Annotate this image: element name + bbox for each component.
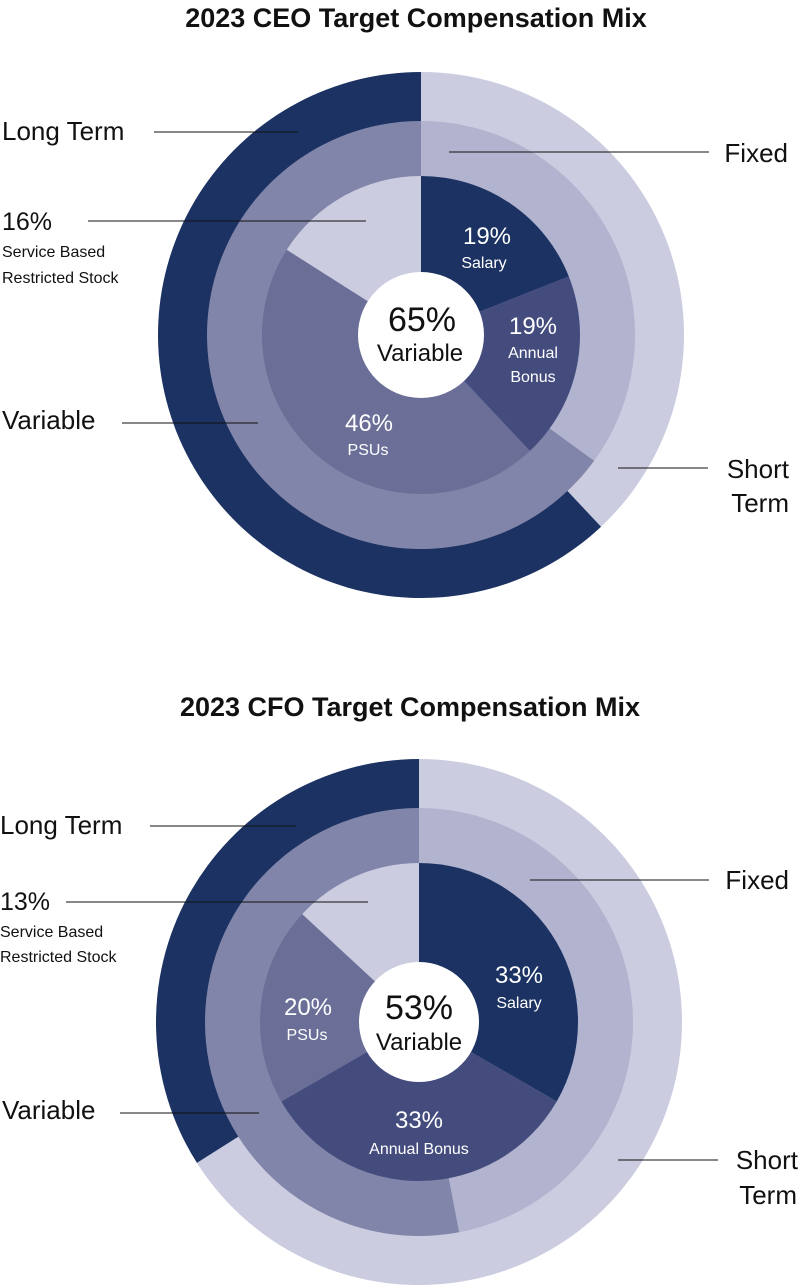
center-value: 65%: [388, 301, 456, 339]
annual-bonus-name-line-1: Annual: [508, 345, 558, 362]
chart-title: 2023 CFO Target Compensation Mix: [180, 692, 640, 722]
annual-bonus-name-line-2: Bonus: [510, 369, 555, 386]
cfo-rings: [155, 759, 682, 1286]
psus-pct-label: 20%: [284, 994, 332, 1021]
annual-bonus-pct-label: 19%: [509, 313, 557, 340]
psus-pct-label: 46%: [345, 410, 393, 437]
fixed-label: Fixed: [724, 138, 788, 168]
ceo-chart: 2023 CEO Target Compensation Mix Long Te…: [2, 3, 790, 598]
variable-label: Variable: [2, 1095, 95, 1125]
annual-bonus-pct-label: 33%: [395, 1107, 443, 1134]
salary-pct-label: 19%: [463, 223, 511, 250]
salary-name-label: Salary: [461, 255, 506, 272]
cfo-chart: 2023 CFO Target Compensation Mix Long Te…: [0, 692, 799, 1286]
center-hole: [358, 272, 484, 398]
short-term-label-line-2: Term: [739, 1180, 797, 1210]
short-term-label-line-2: Term: [731, 488, 789, 518]
annual-bonus-name-label: Annual Bonus: [369, 1141, 469, 1158]
salary-pct-label: 33%: [495, 962, 543, 989]
salary-name-label: Salary: [496, 995, 541, 1012]
restricted-name-line-1: Service Based: [2, 244, 105, 261]
psus-name-label: PSUs: [287, 1027, 328, 1044]
fixed-label: Fixed: [725, 865, 789, 895]
long-term-label: Long Term: [0, 810, 122, 840]
inner-slice-psus: [259, 914, 419, 1102]
long-term-label: Long Term: [2, 116, 124, 146]
center-value: 53%: [385, 989, 453, 1027]
center-hole: [359, 962, 479, 1082]
variable-label: Variable: [2, 405, 95, 435]
ceo-rings: [158, 72, 685, 598]
restricted-pct-label: 13%: [0, 888, 50, 916]
restricted-name-line-2: Restricted Stock: [2, 270, 119, 287]
restricted-name-line-1: Service Based: [0, 924, 103, 941]
psus-name-label: PSUs: [348, 442, 389, 459]
short-term-label-line-1: Short: [727, 454, 790, 484]
chart-title: 2023 CEO Target Compensation Mix: [185, 3, 647, 33]
short-term-label-line-1: Short: [736, 1145, 799, 1175]
inner-slice-annual-bonus: [281, 1022, 557, 1182]
center-label: Variable: [377, 340, 463, 367]
restricted-pct-label: 16%: [2, 208, 52, 236]
restricted-name-line-2: Restricted Stock: [0, 949, 117, 966]
center-label: Variable: [376, 1029, 462, 1056]
